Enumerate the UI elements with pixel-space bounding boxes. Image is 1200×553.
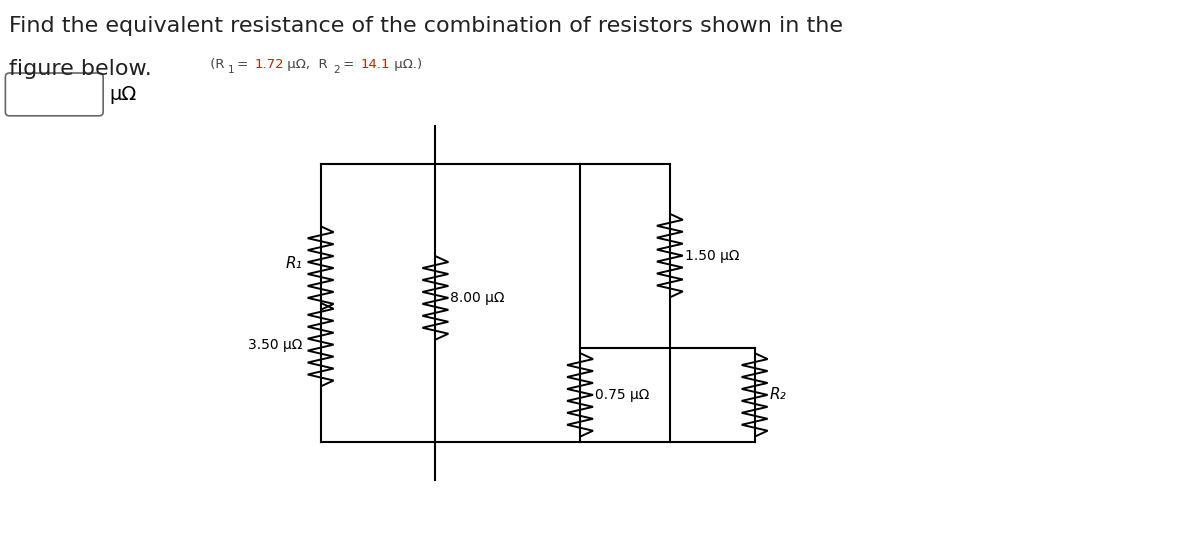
Text: μΩ.): μΩ.) <box>390 58 421 71</box>
Text: 1: 1 <box>228 65 234 75</box>
Text: Find the equivalent resistance of the combination of resistors shown in the: Find the equivalent resistance of the co… <box>10 17 844 36</box>
Text: R₂: R₂ <box>769 388 786 403</box>
Text: =: = <box>340 58 359 71</box>
Text: 1.50 μΩ: 1.50 μΩ <box>685 249 739 263</box>
FancyBboxPatch shape <box>5 73 103 116</box>
Text: μΩ,  R: μΩ, R <box>283 58 328 71</box>
Text: (R: (R <box>206 58 224 71</box>
Text: R₁: R₁ <box>286 255 302 270</box>
Text: 2: 2 <box>334 65 341 75</box>
Text: 0.75 μΩ: 0.75 μΩ <box>595 388 649 402</box>
Text: figure below.: figure below. <box>10 59 152 79</box>
Text: =: = <box>233 58 253 71</box>
Text: μΩ: μΩ <box>109 85 137 104</box>
Text: 1.72: 1.72 <box>254 58 284 71</box>
Text: 14.1: 14.1 <box>361 58 390 71</box>
Text: 3.50 μΩ: 3.50 μΩ <box>248 338 302 352</box>
Text: 8.00 μΩ: 8.00 μΩ <box>450 291 505 305</box>
